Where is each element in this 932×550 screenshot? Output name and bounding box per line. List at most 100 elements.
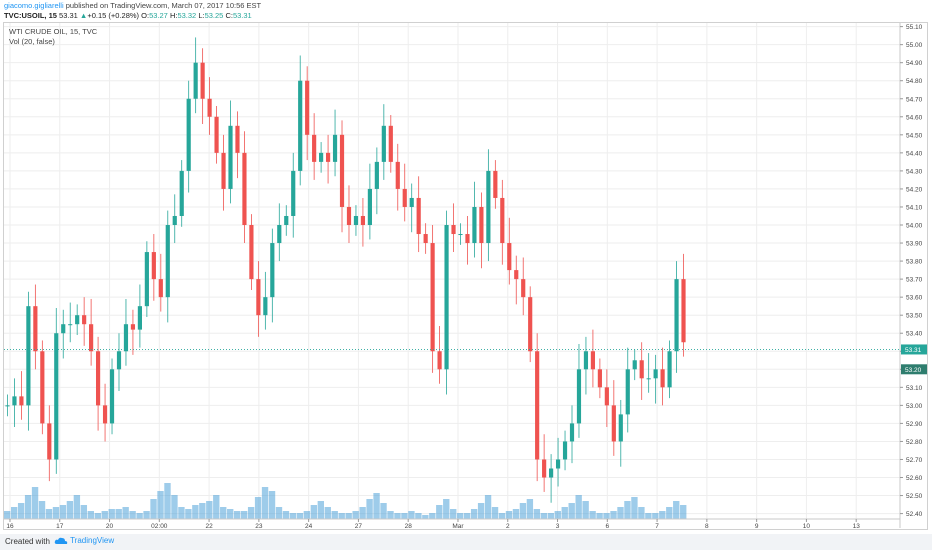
volume-bar xyxy=(450,509,457,519)
candle-body xyxy=(165,225,170,298)
y-tick-label: 54.30 xyxy=(906,168,923,175)
x-tick-label: 9 xyxy=(755,523,759,530)
candle-body xyxy=(249,225,254,280)
candle-body xyxy=(681,279,686,343)
volume-bar xyxy=(526,499,534,519)
x-tick-label: 7 xyxy=(655,523,659,530)
author-link[interactable]: giacomo.gigliarelli xyxy=(4,1,64,10)
volume-bar xyxy=(359,507,366,519)
volume-bar xyxy=(275,507,283,519)
candle-body xyxy=(61,324,66,334)
volume-bar xyxy=(589,511,596,519)
volume-bar xyxy=(519,503,527,519)
y-tick-label: 53.10 xyxy=(906,385,923,392)
candle-body xyxy=(109,369,115,424)
candle-body xyxy=(555,459,561,469)
y-tick-label: 52.60 xyxy=(906,475,923,482)
y-tick-label: 54.10 xyxy=(906,204,923,211)
volume-bar xyxy=(631,497,638,519)
volume-indicator-label[interactable]: Vol (20, false) xyxy=(9,37,55,46)
volume-bar xyxy=(261,487,269,519)
candle-body xyxy=(514,270,519,280)
candle-body xyxy=(47,423,52,460)
volume-bar xyxy=(233,511,241,519)
candle-body xyxy=(270,243,275,298)
volume-bar xyxy=(540,513,548,519)
volume-bar xyxy=(254,497,262,519)
candle-body xyxy=(416,197,421,235)
candle-body xyxy=(12,396,17,406)
volume-bar xyxy=(129,511,136,519)
volume-bar xyxy=(463,513,471,519)
candle-body xyxy=(332,134,338,162)
candle-body xyxy=(395,161,400,189)
volume-bar xyxy=(666,507,673,519)
volume-bar xyxy=(45,509,53,519)
y-tick-label: 52.80 xyxy=(906,439,923,446)
candle-body xyxy=(562,441,568,460)
y-tick-label: 53.90 xyxy=(906,241,923,248)
volume-bar xyxy=(429,513,436,519)
candle-body xyxy=(158,279,163,298)
candle-body xyxy=(305,80,310,135)
volume-bar xyxy=(470,509,478,519)
candle-body xyxy=(95,351,101,406)
y-tick-label: 52.50 xyxy=(906,493,923,500)
candle-body xyxy=(507,243,512,271)
volume-bar xyxy=(178,507,185,519)
volume-bar xyxy=(94,513,101,519)
volume-bar xyxy=(457,513,464,519)
x-tick-label: 8 xyxy=(705,523,709,530)
candle-body xyxy=(242,152,247,226)
candle-body xyxy=(319,152,324,162)
candle-body xyxy=(186,98,191,171)
candle-body xyxy=(277,225,282,244)
price-tag-label: 53.31 xyxy=(905,347,922,354)
candle-body xyxy=(479,206,484,244)
volume-bar xyxy=(213,495,220,519)
created-with-text: Created with xyxy=(5,537,50,546)
price-tags: 53.31 53.20 xyxy=(4,344,927,375)
candle-body xyxy=(172,215,177,226)
candle-body xyxy=(611,405,616,442)
x-tick-label: 22 xyxy=(205,523,213,530)
candle-body xyxy=(569,423,575,442)
candle-body xyxy=(667,351,672,388)
volume-bar xyxy=(568,503,575,519)
cloud-icon xyxy=(54,538,68,545)
price-change: +0.15 (+0.28%) xyxy=(87,11,140,20)
y-tick-label: 52.70 xyxy=(906,457,923,464)
open-label: O: xyxy=(141,11,150,20)
volume-bar xyxy=(422,515,429,519)
x-tick-label: 02:00 xyxy=(151,523,168,530)
volume-bar xyxy=(505,511,513,519)
candle-body xyxy=(284,215,289,226)
volume-bar xyxy=(282,511,290,519)
tradingview-logo[interactable]: TradingView xyxy=(54,536,114,545)
candle-body xyxy=(312,134,317,162)
tradingview-brand: TradingView xyxy=(70,536,115,545)
volume-bar xyxy=(122,507,129,519)
candle-body xyxy=(193,62,198,99)
volume-bar xyxy=(645,513,652,519)
candle-body xyxy=(235,125,240,153)
volume-bar xyxy=(673,501,680,519)
volume-bar xyxy=(352,511,359,519)
x-tick-label: 16 xyxy=(6,523,14,530)
chart-frame[interactable] xyxy=(3,22,928,530)
volume-bar xyxy=(31,487,39,519)
volume-bar xyxy=(373,493,380,519)
volume-bar xyxy=(59,505,67,519)
y-tick-label: 54.40 xyxy=(906,150,923,157)
candle-body xyxy=(604,387,609,406)
volume-bar xyxy=(512,509,520,519)
x-tick-label: 6 xyxy=(605,523,609,530)
volume-bar xyxy=(680,505,687,519)
candle-body xyxy=(89,324,94,352)
volume-bar xyxy=(157,491,164,519)
candle-body xyxy=(632,360,637,370)
candle-body xyxy=(674,279,679,352)
candles xyxy=(5,37,686,503)
volume-bar xyxy=(477,503,485,519)
